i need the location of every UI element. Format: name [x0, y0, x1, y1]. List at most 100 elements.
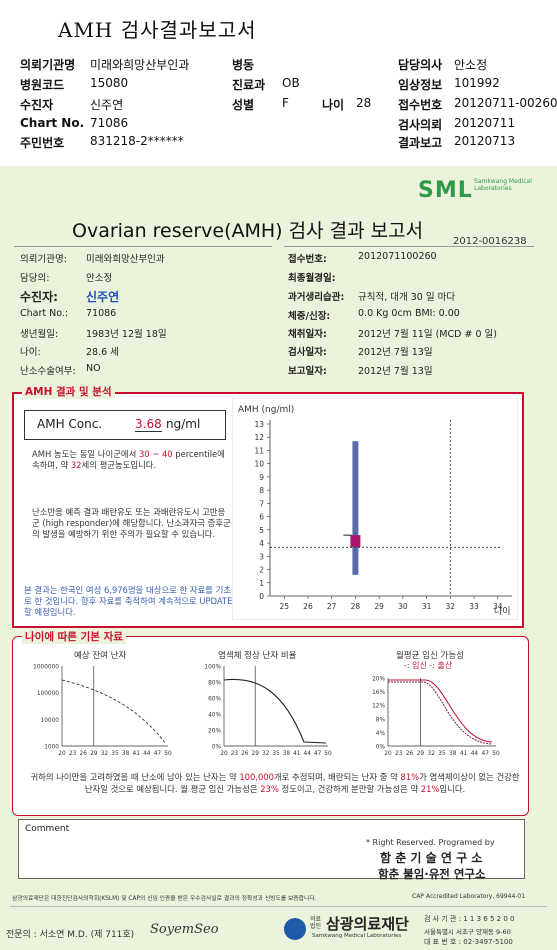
amh-concentration-box: AMH Conc. 3.68 ng/ml [24, 410, 226, 440]
summary-text-c: 가 염색체이상이 없는 건강한 난자일 것으로 예상됩니다. 월 평균 임신 가… [84, 772, 520, 794]
mini-x-tick-label: 26 [80, 751, 88, 757]
mini-x-tick-label: 35 [438, 751, 446, 757]
amh-percentile-text: AMH 농도는 동일 나이군에서 30 ~ 40 percentile에 속하며… [32, 449, 232, 471]
mini-y-tick-label: 20% [208, 729, 221, 735]
hospital-value: 미래와희망산부인과 [90, 58, 190, 72]
mini-x-tick-label: 38 [449, 751, 457, 757]
info-receipt-value: 2012071100260 [358, 251, 437, 262]
amh-response-text: 난소반응 예측 결과 배란유도 또는 과배란유도시 고반응군 (high res… [32, 507, 231, 539]
mini-x-tick-label: 50 [164, 751, 172, 757]
y-tick-label: 7 [259, 499, 264, 508]
info-age-label: 나이: [20, 347, 41, 358]
legend-pregnancy: 임신 [412, 661, 427, 670]
patient-label: 수진자 [20, 98, 54, 112]
age-label: 나이 [322, 98, 345, 112]
mini-y-tick-label: 80% [208, 681, 221, 687]
divider [284, 246, 534, 247]
report-number: 2012-0016238 [453, 236, 527, 247]
mini-x-tick-label: 29 [90, 751, 98, 757]
birth-curve [388, 681, 493, 745]
normal-ratio-curve [223, 678, 327, 744]
hospital-label: 의뢰기관명 [20, 58, 76, 72]
mini-y-tick-label: 40% [208, 713, 221, 719]
receipt-label: 접수번호 [398, 98, 443, 112]
mini-chart-1-title: 예상 잔여 난자 [74, 651, 127, 661]
mini-y-tick-label: 1000 [44, 745, 59, 751]
mini-chart-remaining-eggs: 20 23 26 29 32 35 38 41 44 47 50 1000000 100000 10000… [33, 665, 172, 758]
address: 서울특별시 서초구 양재동 9-60 [424, 928, 511, 936]
mini-x-tick-label: 47 [314, 751, 322, 757]
amh-section-title: AMH 결과 및 분석 [22, 384, 115, 399]
equivalent-age: 32 [70, 460, 82, 470]
mini-y-tick-label: 100% [204, 665, 221, 671]
report-title: Ovarian reserve(AMH) 검사 결과 보고서 [72, 220, 424, 242]
mini-x-tick-label: 47 [482, 751, 490, 757]
x-tick-label: 34 [493, 602, 503, 611]
mini-x-tick-label: 32 [262, 751, 270, 757]
mini-x-tick-label: 23 [395, 751, 403, 757]
info-lmp-label: 최종월경일: [288, 273, 336, 284]
phone-number: 대 표 번 호 : 02-3497-5100 [424, 938, 513, 946]
header-row-2: 병원코드 15080 진료과 OB 임상정보 101992 [20, 76, 500, 93]
info-report-date-label: 보고일자: [288, 366, 327, 377]
info-body-label: 체중/신장: [288, 311, 331, 322]
summary-text-d: 정도이고, 건강하게 분만할 가능성은 약 [281, 784, 419, 794]
comment-label: Comment [25, 824, 70, 834]
resident-no-label: 주민번호 [20, 136, 65, 150]
info-patient-value: 신주연 [86, 290, 120, 304]
chart-no-value: 71086 [90, 116, 129, 130]
mini-x-tick-label: 50 [324, 751, 332, 757]
department-value: OB [282, 76, 300, 90]
inquiry-number: 검 사 기 관 : 1 1 3 6 5 2 0 0 [424, 915, 515, 923]
y-tick-label: 11 [254, 446, 264, 455]
pregnancy-curve [388, 679, 493, 743]
info-doctor-value: 안소정 [86, 273, 113, 284]
org-name-2: 함춘 불임·유전 연구소 [378, 867, 486, 881]
amh-iqr-box [350, 535, 361, 548]
mini-x-tick-label: 47 [154, 751, 162, 757]
patient-value: 신주연 [90, 98, 124, 112]
info-report-date-value: 2012년 7월 13일 [358, 366, 433, 377]
mini-y-tick-label: 100000 [37, 691, 59, 697]
sex-label: 성별 [232, 98, 255, 112]
doctor-value: 안소정 [454, 58, 488, 72]
mini-x-tick-label: 38 [122, 751, 130, 757]
mini-x-tick-label: 32 [101, 751, 109, 757]
mini-x-tick-label: 35 [111, 751, 119, 757]
percentile-text-c: 세의 평균농도입니다. [81, 460, 157, 470]
x-tick-label: 27 [327, 602, 337, 611]
info-chart-label: Chart No.: [20, 308, 69, 319]
result-report-label: 결과보고 [398, 136, 443, 150]
x-tick-label: 29 [374, 602, 384, 611]
x-tick-label: 25 [279, 602, 289, 611]
clinical-info-value: 101992 [454, 76, 500, 90]
summary-eggs: 100,000 [239, 772, 274, 782]
y-tick-label: 10 [254, 460, 264, 469]
mini-x-tick-label: 29 [252, 751, 260, 757]
footer-divider [10, 906, 547, 907]
sml-logo-subtitle: Samkwang Medical Laboratories [474, 178, 532, 192]
mini-y-tick-label: 10000 [41, 718, 60, 724]
mini-x-tick-label: 20 [58, 751, 66, 757]
rights-text: * Right Reserved. Programed by [366, 838, 495, 847]
divider [14, 246, 272, 247]
info-doctor-label: 담당의: [20, 273, 50, 284]
receipt-value: 20120711-00260 [454, 96, 557, 110]
mini-x-tick-label: 41 [133, 751, 141, 757]
ward-label: 병동 [232, 58, 255, 72]
x-tick-label: 26 [303, 602, 313, 611]
mini-x-tick-label: 32 [428, 751, 436, 757]
mini-chart-normal-ratio: 20 23 26 29 32 35 38 41 44 47 50 100% 80% 60% 40% 20% 0% [204, 665, 332, 758]
legend-birth: 출산 [437, 661, 453, 670]
header-row-3: 수진자 신주연 성별 F 나이 28 접수번호 20120711-00260 [20, 96, 557, 113]
hospital-code-value: 15080 [90, 76, 129, 90]
test-request-value: 20120711 [454, 116, 516, 130]
amh-conc-label: AMH Conc. [37, 417, 103, 431]
summary-text-e: 입니다. [439, 784, 466, 794]
y-tick-label: 6 [259, 513, 264, 522]
department-label: 진료과 [232, 78, 266, 92]
mini-y-tick-label: 12% [372, 704, 385, 710]
mini-x-tick-label: 41 [293, 751, 301, 757]
chart-no-label: Chart No. [20, 116, 85, 130]
y-tick-label: 0 [259, 592, 264, 601]
